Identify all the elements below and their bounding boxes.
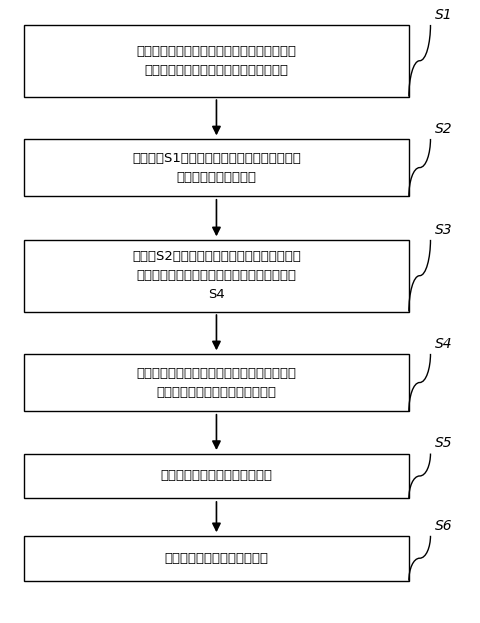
Text: S3: S3 bbox=[434, 223, 452, 237]
FancyBboxPatch shape bbox=[24, 354, 408, 411]
Text: S2: S2 bbox=[434, 122, 452, 136]
Text: 根据开锁逻辑信号进行开锁。: 根据开锁逻辑信号进行开锁。 bbox=[164, 552, 268, 564]
Text: S6: S6 bbox=[434, 519, 452, 533]
FancyBboxPatch shape bbox=[24, 240, 408, 312]
FancyBboxPatch shape bbox=[24, 454, 408, 498]
Text: 将步骤S2中获得的特征数据与预存的样本特征
数据进行比对，当两组数据一致时，跳转步骤
S4: 将步骤S2中获得的特征数据与预存的样本特征 数据进行比对，当两组数据一致时，跳转… bbox=[132, 250, 300, 301]
FancyBboxPatch shape bbox=[24, 536, 408, 581]
Text: 获取手指的指纹特征图像，指纹特征图像包括
指纹图像、透视静脉图像和表皮静脉图像: 获取手指的指纹特征图像，指纹特征图像包括 指纹图像、透视静脉图像和表皮静脉图像 bbox=[136, 45, 296, 77]
Text: 判断所采集的指纹特征是否为活体，若所采集
的指纹特征为活体，则获得授权码: 判断所采集的指纹特征是否为活体，若所采集 的指纹特征为活体，则获得授权码 bbox=[136, 366, 296, 399]
Text: 根据授权码解析出开锁逻辑信号: 根据授权码解析出开锁逻辑信号 bbox=[160, 470, 272, 482]
FancyBboxPatch shape bbox=[24, 139, 408, 196]
Text: 提取步骤S1中的指纹图像、透视静脉图像和表
皮静脉图像的特征数据: 提取步骤S1中的指纹图像、透视静脉图像和表 皮静脉图像的特征数据 bbox=[132, 151, 300, 184]
Text: S5: S5 bbox=[434, 437, 452, 450]
Text: S1: S1 bbox=[434, 8, 452, 22]
FancyBboxPatch shape bbox=[24, 25, 408, 97]
Text: S4: S4 bbox=[434, 337, 452, 351]
